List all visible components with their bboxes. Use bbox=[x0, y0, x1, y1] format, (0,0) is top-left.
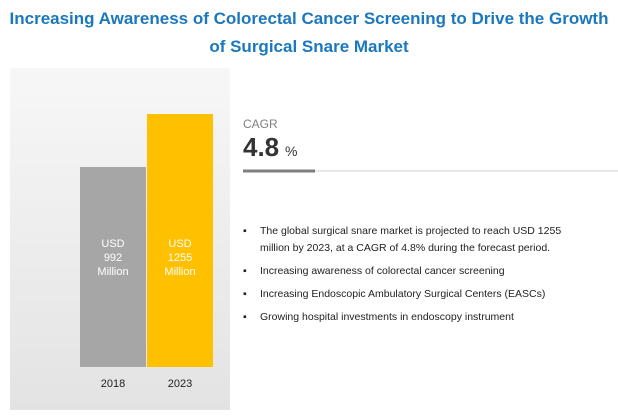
bar bbox=[80, 167, 146, 367]
bullet: Increasing awareness of colorectal cance… bbox=[243, 263, 588, 280]
cagr-value: 4.8 bbox=[243, 132, 280, 162]
x-tick-label: 2023 bbox=[168, 378, 192, 390]
value-label: USD 1255 Million bbox=[164, 238, 195, 278]
cagr-label: CAGR bbox=[243, 117, 278, 131]
bullet: The global surgical snare market is proj… bbox=[243, 223, 588, 257]
bullet: Growing hospital investments in endoscop… bbox=[243, 309, 588, 326]
x-tick-label: 2018 bbox=[101, 378, 125, 390]
value-label: USD 992 Million bbox=[97, 238, 128, 278]
title: Increasing Awareness of Colorectal Cance… bbox=[9, 9, 609, 56]
cagr-unit: % bbox=[285, 143, 298, 159]
bar bbox=[147, 114, 213, 367]
bullet: Increasing Endoscopic Ambulatory Surgica… bbox=[243, 286, 588, 303]
bullet-list: The global surgical snare market is proj… bbox=[243, 223, 588, 332]
